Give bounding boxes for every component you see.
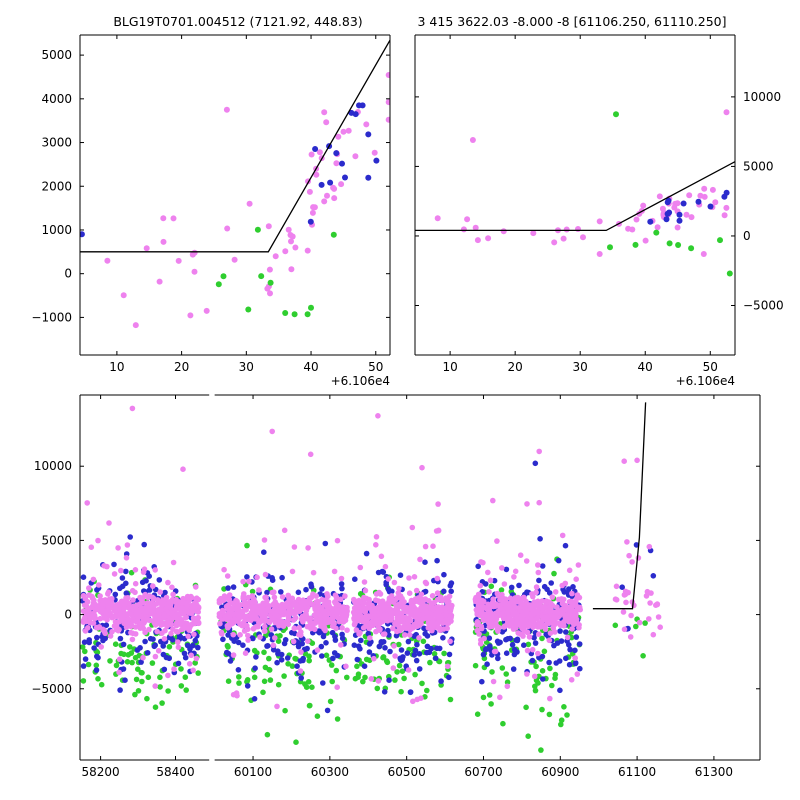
x-tick-label: 60900: [541, 765, 579, 779]
data-points: [415, 109, 735, 277]
axes-frame: [79, 34, 391, 356]
x-tick-label: 20: [508, 360, 523, 374]
tick-labels: 10 20 30 40 50 −1000 0 1000 2000 3000 4000 5000: [31, 48, 383, 374]
x-tick-label: 30: [573, 360, 588, 374]
plot-top-right: 10 20 30 40 50 −5000 0 5000 10000: [414, 34, 784, 374]
y-tick-label: 3000: [41, 136, 72, 150]
data-points: [80, 39, 390, 329]
x-tick-label: 60700: [464, 765, 502, 779]
x-tick-label: 58400: [156, 765, 194, 779]
x-tick-label: 10: [442, 360, 457, 374]
y-tick-label: 5000: [41, 48, 72, 62]
plot-title-left: BLG19T0701.004512 (7121.92, 448.83): [113, 14, 362, 29]
x-tick-label: 50: [703, 360, 718, 374]
tick-marks: [415, 35, 735, 355]
x-tick-label: 58200: [82, 765, 120, 779]
tick-marks: [80, 35, 390, 355]
y-tick-label: 0: [64, 267, 72, 281]
y-tick-label: 4000: [41, 92, 72, 106]
model-line: [592, 402, 647, 610]
y-tick-label: 5000: [41, 533, 72, 547]
x-tick-label: 40: [638, 360, 653, 374]
x-tick-label: 60500: [388, 765, 426, 779]
x-tick-label: 61300: [695, 765, 733, 779]
y-tick-label: 10000: [34, 459, 72, 473]
model-line: [80, 39, 390, 253]
tick-labels: 10 20 30 40 50 −5000 0 5000 10000: [442, 90, 783, 374]
y-tick-label: −1000: [31, 310, 72, 324]
x-tick-label: 40: [303, 360, 318, 374]
x-offset-label-right: +6.106e4: [676, 374, 735, 388]
x-tick-label: 30: [239, 360, 254, 374]
x-tick-label: 20: [174, 360, 189, 374]
y-tick-label: 2000: [41, 179, 72, 193]
tick-labels: 58200 58400 60100 60300 60500 60700 60900 61100…: [31, 459, 733, 779]
y-tick-label: 0: [743, 229, 751, 243]
y-tick-label: 1000: [41, 223, 72, 237]
x-tick-label: 10: [109, 360, 124, 374]
y-tick-label: −5000: [31, 682, 72, 696]
x-tick-label: 61100: [618, 765, 656, 779]
tick-marks: [80, 395, 760, 760]
y-tick-label: 10000: [743, 90, 781, 104]
data-points: [80, 402, 663, 753]
y-tick-label: 5000: [743, 159, 774, 173]
x-tick-label: 50: [368, 360, 383, 374]
y-tick-label: −5000: [743, 299, 784, 313]
axes-frame: [414, 34, 736, 356]
plot-top-left: 10 20 30 40 50 −1000 0 1000 2000 3000 4000 5000: [31, 34, 391, 374]
plot-title-right: 3 415 3622.03 -8.000 -8 [61106.250, 6111…: [417, 14, 726, 29]
x-tick-label: 60100: [234, 765, 272, 779]
x-offset-label-left: +6.106e4: [331, 374, 390, 388]
plot-bottom: 58200 58400 60100 60300 60500 60700 60900 61100…: [31, 394, 761, 779]
x-tick-label: 60300: [311, 765, 349, 779]
y-tick-label: 0: [64, 608, 72, 622]
axes-frame: [79, 394, 761, 761]
model-line: [415, 161, 735, 232]
